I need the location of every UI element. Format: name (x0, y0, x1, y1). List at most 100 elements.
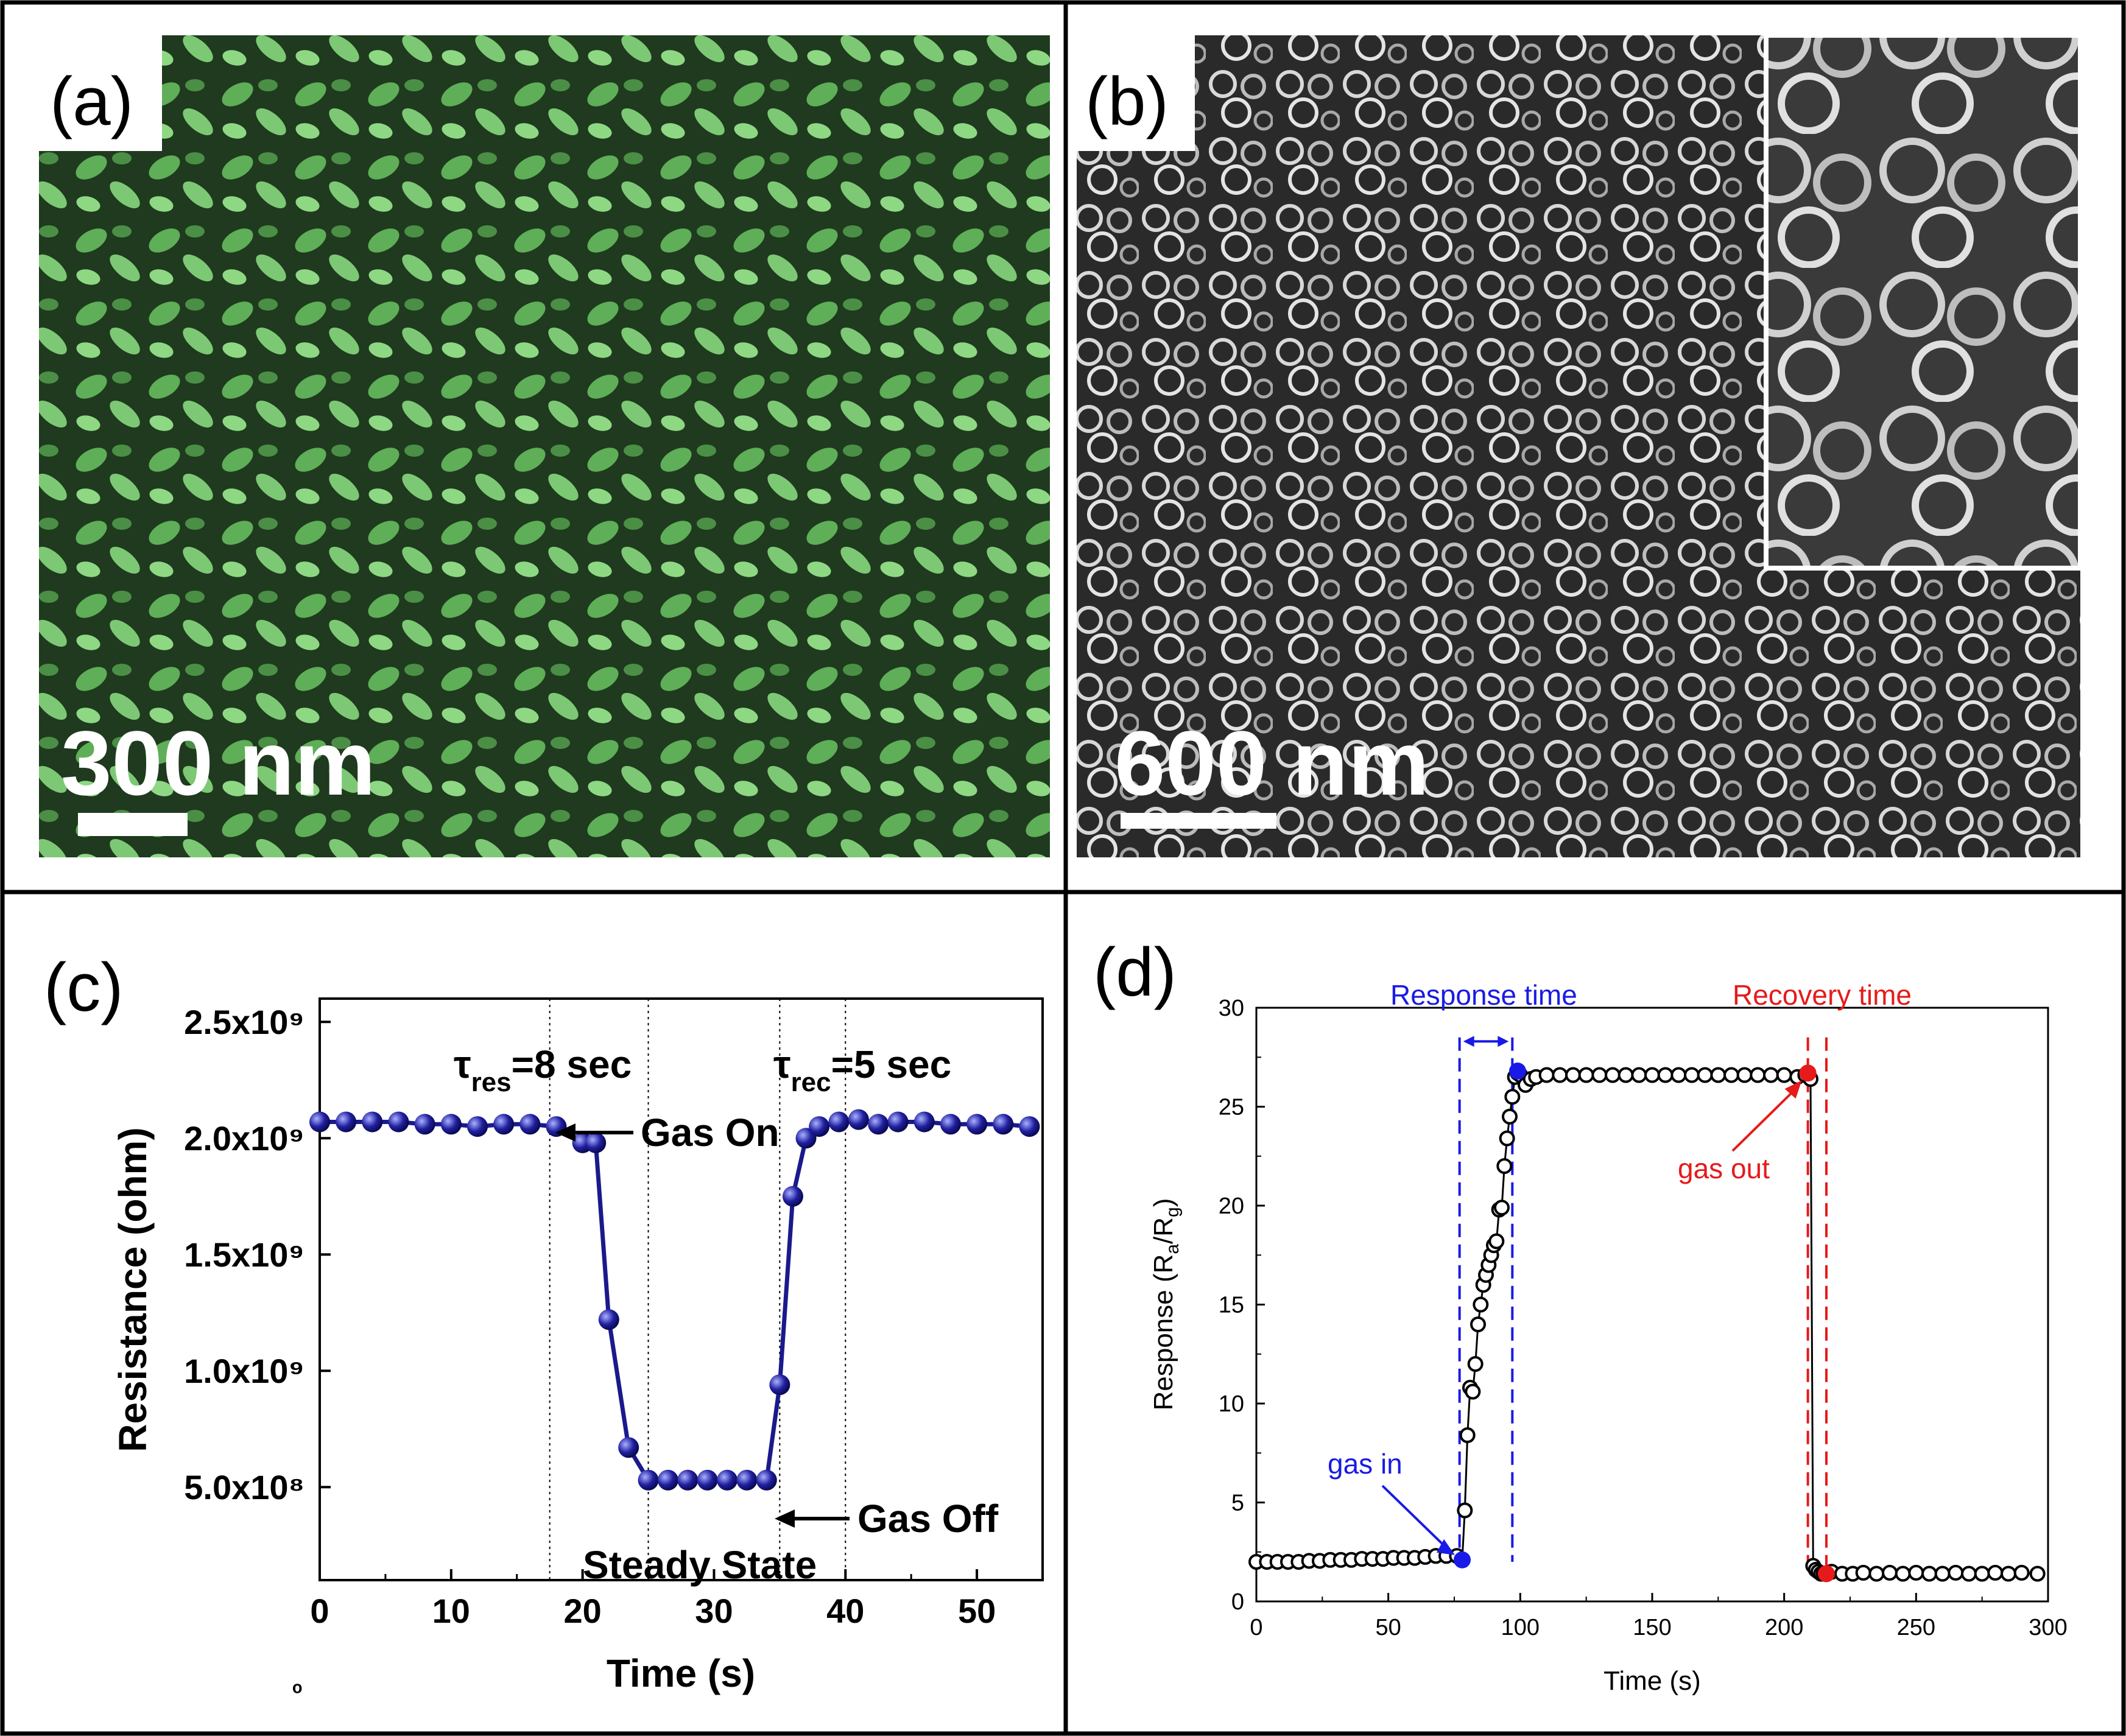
c-gas-off-arrowhead (775, 1509, 795, 1528)
d-gas-in-arrowhead (1437, 1539, 1455, 1555)
d-y-tick-label-2: 10 (1219, 1391, 1244, 1417)
d-x-tick-label-5: 250 (1897, 1615, 1935, 1640)
d-data-point-64 (1776, 1067, 1792, 1083)
c-x-tick-label-0: 0 (310, 1592, 329, 1630)
d-data-point-61 (1736, 1067, 1753, 1083)
d-data-point-25 (1467, 1356, 1484, 1372)
c-tau-res-value: =8 sec (512, 1042, 632, 1086)
panel-b-label-bg (1077, 35, 1195, 151)
c-x-tick-label-5: 50 (958, 1592, 996, 1630)
c-data-point-1 (336, 1111, 357, 1133)
c-data-point-4 (414, 1114, 435, 1135)
d-gas-out-point (1799, 1064, 1817, 1082)
c-data-point-2 (362, 1111, 383, 1133)
panel-d-label: (d) (1093, 934, 1177, 1010)
c-data-point-16 (677, 1469, 699, 1491)
d-data-point-87 (2001, 1566, 2016, 1582)
d-x-tick-label-0: 0 (1250, 1615, 1262, 1640)
c-data-point-28 (887, 1111, 909, 1133)
d-data-point-60 (1723, 1067, 1739, 1083)
panel-a: (a) 300 nm (39, 35, 1050, 857)
c-data-point-32 (993, 1114, 1014, 1135)
c-tau-res-sub: res (471, 1067, 512, 1097)
c-data-point-15 (657, 1469, 678, 1491)
d-x-axis-label: Time (s) (1603, 1666, 1701, 1696)
c-x-tick-label-2: 20 (563, 1592, 601, 1630)
d-data-point-22 (1459, 1427, 1476, 1443)
d-data-point-37 (1499, 1130, 1515, 1147)
c-gas-off-label: Gas Off (857, 1497, 999, 1541)
c-data-point-12 (598, 1309, 619, 1330)
d-recovery-time-label: Recovery time (1733, 979, 1912, 1011)
c-series-points (309, 1109, 1040, 1491)
d-response-arrowhead-right (1498, 1036, 1509, 1047)
d-data-point-77 (1868, 1566, 1885, 1582)
panel-a-scale-bar (78, 813, 188, 836)
panel-a-label: (a) (50, 63, 133, 139)
c-data-point-22 (782, 1186, 803, 1207)
d-y-label-mid: /R (1149, 1217, 1178, 1244)
d-y-tick-label-3: 15 (1219, 1293, 1244, 1318)
c-data-point-17 (697, 1469, 718, 1491)
c-steady-state-label: Steady State (583, 1543, 817, 1587)
c-data-point-18 (717, 1469, 738, 1491)
d-data-point-81 (1921, 1566, 1937, 1582)
c-y-tick-label-0: 5.0x10⁸ (184, 1468, 304, 1506)
c-x-axis-label: Time (s) (607, 1651, 755, 1695)
d-data-point-35 (1494, 1200, 1510, 1216)
d-vertical-markers (1458, 1037, 1828, 1572)
d-highlight-points (1454, 1063, 1835, 1583)
d-data-point-50 (1591, 1067, 1608, 1083)
c-stray-mark: ᵒ (292, 1678, 302, 1704)
d-series-line (1256, 1072, 2038, 1575)
d-gas-in-arrow (1381, 1485, 1450, 1552)
c-data-point-26 (848, 1109, 869, 1130)
d-x-tick-label-3: 150 (1633, 1615, 1671, 1640)
c-y-tick-label-3: 2.0x10⁹ (184, 1119, 304, 1158)
panel-a-label-bg (39, 35, 162, 151)
c-data-point-0 (309, 1111, 330, 1133)
d-gas-in-point (1454, 1551, 1471, 1569)
c-data-point-7 (493, 1114, 515, 1135)
panel-a-scale-text: 300 nm (61, 712, 376, 814)
c-data-point-29 (913, 1111, 935, 1133)
c-y-tick-label-1: 1.0x10⁹ (184, 1352, 304, 1390)
d-y-label-sub-a: a (1163, 1244, 1183, 1254)
d-data-point-63 (1763, 1067, 1779, 1083)
c-data-point-24 (809, 1116, 830, 1137)
d-data-point-88 (2013, 1564, 2030, 1581)
c-data-point-14 (638, 1469, 659, 1491)
d-recovery-end-point (1818, 1565, 1835, 1583)
d-data-point-78 (1882, 1564, 1898, 1581)
c-data-point-11 (585, 1132, 607, 1153)
d-data-point-46 (1538, 1067, 1555, 1083)
c-x-tick-label-1: 10 (432, 1592, 470, 1630)
c-data-point-25 (828, 1111, 850, 1133)
d-series-points (1248, 1065, 2046, 1582)
d-x-tick-label-2: 100 (1501, 1615, 1540, 1640)
panel-d: (d) 0 50 100 150 200 250 300 0 5 10 15 20 25 30 Time… (1093, 934, 2068, 1696)
d-data-point-76 (1855, 1564, 1871, 1581)
c-tau-rec-annotation: τrec=5 sec (773, 1042, 951, 1097)
d-data-point-52 (1617, 1067, 1634, 1083)
d-data-point-86 (1987, 1564, 2004, 1581)
panel-b-scale-text: 600 nm (1114, 712, 1429, 814)
d-data-point-59 (1710, 1067, 1726, 1083)
d-response-end-point (1509, 1063, 1526, 1080)
d-data-point-24 (1465, 1383, 1481, 1400)
d-y-tick-label-0: 0 (1231, 1589, 1244, 1615)
d-y-label-start: Response (R (1149, 1254, 1178, 1411)
d-data-point-82 (1934, 1566, 1951, 1582)
c-gas-on-arrowhead (555, 1123, 575, 1142)
panel-b-scale-bar (1121, 813, 1276, 829)
d-data-point-85 (1974, 1566, 1990, 1582)
d-data-point-54 (1644, 1067, 1660, 1083)
c-data-point-8 (519, 1114, 541, 1135)
d-gas-out-arrowhead (1784, 1080, 1802, 1099)
d-data-point-55 (1657, 1067, 1674, 1083)
d-y-axis-label: Response (Ra/Rg) (1149, 1198, 1183, 1411)
d-data-point-80 (1908, 1564, 1924, 1581)
d-data-point-39 (1504, 1089, 1521, 1105)
